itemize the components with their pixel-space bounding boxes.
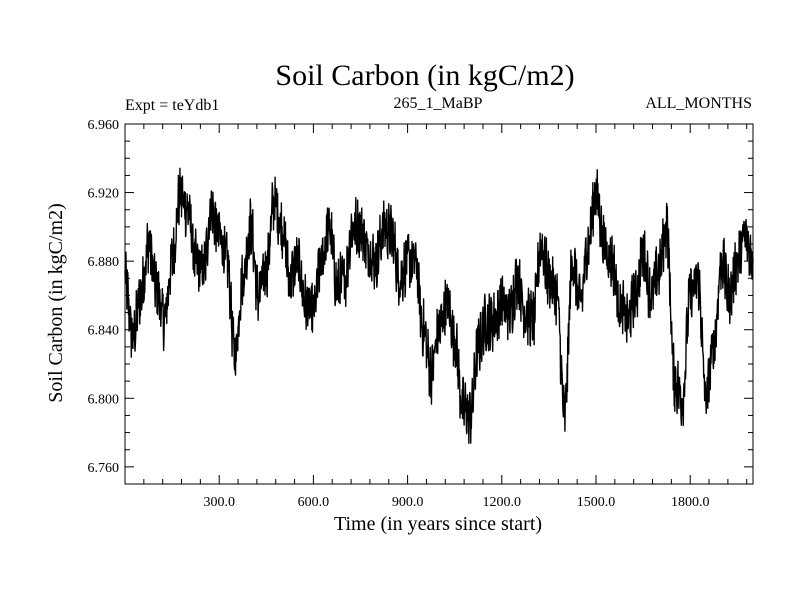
plot-frame — [124, 123, 754, 485]
y-axis: 6.760 6.800 6.840 6.880 6.920 6.960 — [88, 118, 753, 476]
x-tick-label: 900.0 — [392, 495, 424, 510]
chart-title: Soil Carbon (in kgC/m2) — [275, 59, 574, 92]
x-tick-label: 1800.0 — [671, 495, 710, 510]
x-tick-label: 1200.0 — [483, 495, 522, 510]
experiment-label: Expt = teYdb1 — [125, 97, 219, 114]
x-tick-label: 300.0 — [203, 495, 235, 510]
y-axis-label: Soil Carbon (in kgC/m2) — [45, 203, 67, 402]
series-line-soil_carbon — [124, 167, 754, 444]
months-label: ALL_MONTHS — [645, 95, 752, 112]
x-tick-label: 1500.0 — [577, 495, 616, 510]
y-tick-label: 6.800 — [88, 392, 120, 407]
series-layer — [124, 167, 754, 444]
y-tick-label: 6.840 — [88, 324, 120, 339]
x-axis-label: Time (in years since start) — [334, 513, 542, 535]
period-label: 265_1_MaBP — [394, 95, 483, 112]
y-tick-label: 6.760 — [88, 461, 120, 476]
y-tick-label: 6.920 — [88, 187, 120, 202]
y-tick-label: 6.880 — [88, 255, 120, 270]
y-tick-label: 6.960 — [88, 118, 120, 133]
x-tick-label: 600.0 — [298, 495, 330, 510]
x-axis: 300.0 600.0 900.0 1200.0 1500.0 1800.0 — [143, 124, 748, 510]
